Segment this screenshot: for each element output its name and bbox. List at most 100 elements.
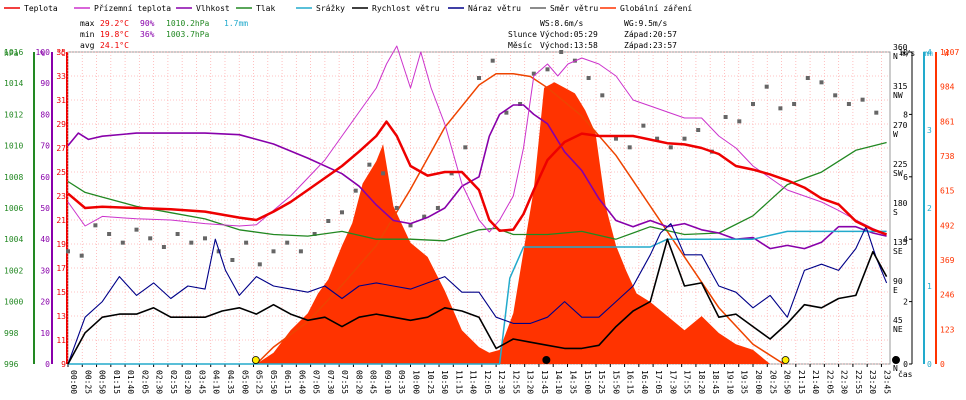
moonset-marker	[892, 356, 900, 364]
unit-ms: m/s	[901, 49, 916, 58]
direction-tick-name: N	[893, 52, 898, 61]
direction-point	[93, 223, 98, 228]
direction-point	[600, 93, 605, 98]
radiation-tick-label: 492	[940, 221, 955, 230]
direction-point	[682, 136, 687, 141]
legend-label: Globální záření	[620, 4, 692, 13]
unit-w: W	[944, 49, 949, 58]
humidity-tick-label: 60	[40, 173, 50, 182]
direction-tick-name: E	[893, 286, 898, 295]
legend-label: Náraz větru	[468, 4, 521, 13]
direction-point	[614, 136, 618, 141]
temp-tick-label: 15	[56, 288, 66, 297]
humidity-tick-label: 90	[40, 79, 50, 88]
stats-rain-total: 1.7mm	[224, 19, 248, 28]
stats-temp-avg: 24.1°C	[100, 41, 129, 50]
direction-point	[257, 262, 262, 267]
pressure-tick-label: 1016	[4, 48, 23, 57]
time-tick-label: 07:05	[312, 370, 321, 394]
time-tick-label: 13:45	[540, 370, 549, 394]
time-tick-label: 03:45	[197, 370, 206, 394]
info-block: WS:8.6m/s WG:9.5m/s Slunce Východ:05:29 Zápa…	[508, 19, 677, 50]
radiation-tick-label: 984	[940, 83, 955, 92]
temp-tick-label: 29	[56, 120, 66, 129]
time-tick-label: 18:20	[697, 370, 706, 394]
stats-press-max: 1010.2hPa	[166, 19, 210, 28]
direction-point	[545, 67, 550, 72]
temp-tick-label: 33	[56, 72, 66, 81]
time-tick-label: 00:25	[83, 370, 92, 394]
time-tick-label: 11:40	[469, 370, 478, 394]
legend: Teplota Přízemní teplota Vlhkost Tlak Srážky…	[4, 4, 692, 13]
sunrise-marker	[251, 356, 260, 364]
direction-point	[490, 58, 495, 63]
time-tick-label: 21:40	[811, 370, 820, 394]
direction-point	[531, 71, 536, 76]
humidity-line	[67, 104, 887, 250]
direction-point	[792, 102, 797, 106]
stats-block: max 29.2°C 90% 1010.2hPa 1.7mm min 19.8°C 36% 10…	[80, 19, 248, 50]
time-tick-label: 04:10	[212, 370, 221, 394]
unit-mm: mm	[923, 49, 933, 58]
wind-speed-line	[67, 238, 888, 365]
ground-temp-line	[67, 45, 887, 235]
direction-point	[298, 249, 303, 254]
direction-point	[627, 145, 632, 150]
direction-point	[340, 210, 344, 215]
temp-tick-label: 35	[56, 48, 66, 57]
direction-point	[860, 97, 865, 102]
time-tick-label: 22:30	[840, 370, 849, 394]
rain-line	[68, 230, 887, 365]
temp-tick-label: 23	[56, 192, 66, 201]
stats-temp-max: 29.2°C	[100, 19, 129, 28]
sun-rise: Východ:05:29	[540, 30, 598, 39]
moon-rise: Východ:13:58	[540, 41, 598, 50]
stats-hum-max: 90%	[140, 19, 155, 28]
direction-tick-name: S	[893, 208, 898, 217]
temp-tick-label: 13	[56, 312, 66, 321]
humidity-tick-label: 100	[36, 48, 51, 57]
time-tick-label: 02:30	[155, 370, 164, 394]
time-tick-label: 03:20	[183, 370, 192, 394]
humidity-tick-label: 10	[40, 329, 50, 338]
pressure-tick-label: 1010	[4, 142, 23, 151]
direction-point	[271, 249, 276, 254]
direction-tick-value: 180	[893, 199, 908, 208]
legend-label: Rychlost větru	[372, 4, 440, 13]
time-tick-label: 10:50	[440, 370, 449, 394]
stats-avg-label: avg	[80, 41, 95, 50]
stats-max-label: max	[80, 19, 95, 28]
time-tick-label: 02:05	[140, 370, 149, 394]
wind-tick-label: 2	[903, 298, 908, 307]
temp-tick-label: 31	[56, 96, 66, 105]
unit-time: čas	[898, 369, 913, 379]
time-tick-label: 09:35	[397, 370, 406, 394]
time-tick-label: 05:25	[255, 370, 264, 394]
direction-tick-name: NE	[893, 325, 903, 334]
time-tick-label: 07:55	[340, 370, 349, 394]
stats-hum-min: 36%	[140, 30, 155, 39]
rain-tick-label: 3	[927, 126, 932, 135]
sunset-marker	[781, 356, 790, 364]
direction-point	[285, 240, 290, 245]
direction-point	[449, 171, 454, 176]
pressure-tick-label: 998	[4, 329, 19, 338]
unit-degc: °C	[56, 49, 66, 58]
direction-point	[805, 76, 810, 80]
direction-point	[819, 80, 824, 85]
direction-point	[518, 102, 523, 106]
direction-tick-value: 45	[893, 316, 903, 325]
direction-point	[668, 145, 673, 150]
right-axes: 0N45NE90E135SE180S225SW270W315NW360N0246…	[893, 43, 959, 373]
stats-press-min: 1003.7hPa	[166, 30, 210, 39]
radiation-tick-label: 123	[940, 325, 955, 334]
radiation-area	[256, 82, 771, 364]
legend-label: Srážky	[316, 4, 345, 13]
direction-point	[737, 119, 742, 124]
direction-point	[477, 76, 481, 80]
temp-tick-label: 25	[56, 168, 66, 177]
wind-tick-label: 8	[903, 110, 908, 119]
direction-point	[312, 232, 317, 236]
